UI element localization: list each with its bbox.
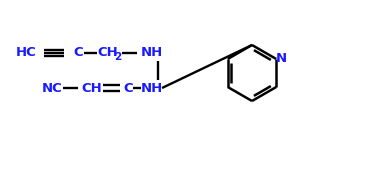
Text: CH: CH	[98, 46, 118, 59]
Text: CH: CH	[82, 81, 103, 94]
Text: N: N	[276, 53, 287, 66]
Text: HC: HC	[15, 46, 36, 59]
Text: NH: NH	[141, 81, 163, 94]
Text: 2: 2	[114, 52, 122, 62]
Text: C: C	[123, 81, 133, 94]
Text: C: C	[73, 46, 83, 59]
Text: NC: NC	[41, 81, 62, 94]
Text: NH: NH	[141, 46, 163, 59]
